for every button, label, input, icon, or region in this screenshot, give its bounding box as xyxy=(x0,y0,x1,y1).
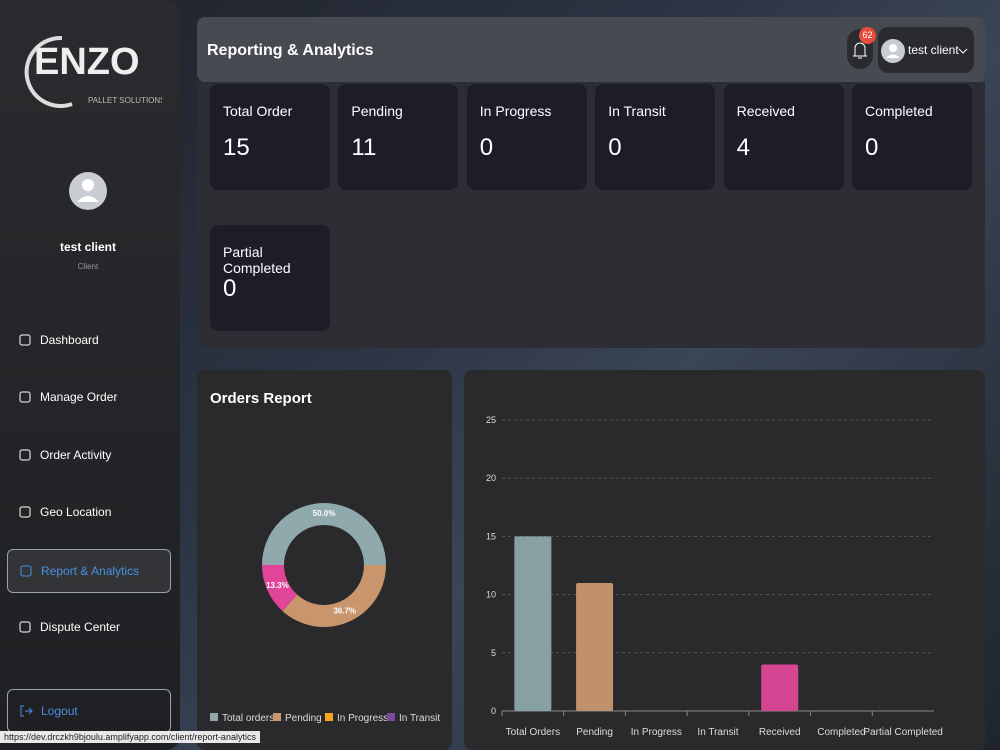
x-tick-label: Completed xyxy=(817,727,865,738)
user-name: test client xyxy=(59,240,116,254)
y-tick-label: 10 xyxy=(486,590,496,600)
donut-panel: Orders Report 50.0% 36.7% 13.3% Total order… xyxy=(197,370,452,750)
x-tick-label: Partial Completed xyxy=(863,727,942,738)
header-user-name: test client xyxy=(908,43,959,57)
donut-slice xyxy=(262,565,298,611)
legend-label: Pending xyxy=(285,713,322,724)
legend-label: In Transit xyxy=(399,713,440,724)
slice-label: 36.7% xyxy=(333,607,356,616)
stat-value: 11 xyxy=(351,134,377,161)
stat-value: 0 xyxy=(608,134,622,161)
y-tick-label: 5 xyxy=(491,648,496,658)
x-tick-label: Received xyxy=(759,727,801,738)
stat-label: Pending xyxy=(351,103,403,119)
nav-icon xyxy=(19,391,31,403)
stat-label: In Transit xyxy=(608,103,666,119)
slice-label: 50.0% xyxy=(313,509,336,518)
y-tick-label: 0 xyxy=(491,706,496,716)
nav-item[interactable]: Order Activity xyxy=(7,434,169,476)
page-title: Reporting & Analytics xyxy=(207,42,374,59)
nav-label: Order Activity xyxy=(40,448,112,462)
notification-button[interactable]: 62 xyxy=(847,27,876,69)
sidebar: ENZO PALLET SOLUTIONS test client Client… xyxy=(0,0,180,750)
nav-label: Report & Analytics xyxy=(41,564,140,578)
icon-shape xyxy=(19,391,31,403)
stat-card: Received 4 xyxy=(723,84,844,190)
nav-label: Dispute Center xyxy=(40,620,121,634)
stat-card: Completed 0 xyxy=(852,84,972,190)
stat-value: 0 xyxy=(479,134,494,161)
stat-label: In Progress xyxy=(479,103,552,119)
legend-swatch xyxy=(210,713,218,721)
x-tick-label: In Progress xyxy=(631,727,682,738)
nav-item[interactable]: Report & Analytics xyxy=(7,549,171,593)
stat-value: 15 xyxy=(223,134,250,161)
y-tick-label: 25 xyxy=(486,415,496,425)
legend-swatch xyxy=(273,713,281,721)
icon-shape xyxy=(19,334,31,346)
nav-label: Geo Location xyxy=(40,505,112,519)
slice-label: 13.3% xyxy=(266,581,289,590)
nav-icon xyxy=(19,621,31,633)
nav-label: Manage Order xyxy=(40,390,118,404)
donut-slice xyxy=(262,503,386,565)
legend-label: Total orders xyxy=(222,713,274,724)
stat-label: Partial Completed xyxy=(223,244,291,276)
icon-shape xyxy=(19,621,31,633)
stat-card: In Progress 0 xyxy=(466,84,587,190)
bar xyxy=(761,664,799,711)
bar-panel: 0 5 10 15 20 25 Total Orders Pending In Progress… xyxy=(464,370,985,750)
legend-swatch xyxy=(387,713,395,721)
bar xyxy=(514,536,552,711)
nav-icon xyxy=(19,449,31,461)
stat-label: Total Order xyxy=(223,103,293,119)
bar-chart: 0 5 10 15 20 25 Total Orders Pending In Progress… xyxy=(486,415,943,738)
y-tick-label: 20 xyxy=(486,473,496,483)
logo-text: ENZO xyxy=(34,41,140,83)
bar xyxy=(576,582,614,711)
stat-card: In Transit 0 xyxy=(595,84,716,190)
stat-value: 0 xyxy=(865,134,879,161)
x-tick-label: Total Orders xyxy=(506,727,560,738)
legend-swatch xyxy=(325,713,333,721)
stat-card: Pending 11 xyxy=(338,84,459,190)
icon-shape xyxy=(19,506,31,518)
chart-title: Orders Report xyxy=(210,390,312,407)
nav-icon xyxy=(19,506,31,518)
nav-icon xyxy=(19,334,31,346)
nav-item[interactable]: Manage Order xyxy=(7,376,169,418)
user-role: Client xyxy=(77,262,99,271)
x-tick-label: Pending xyxy=(576,727,613,738)
y-tick-label: 15 xyxy=(486,531,496,541)
icon-shape xyxy=(20,565,32,577)
logout-button[interactable]: Logout xyxy=(7,689,171,733)
nav-item[interactable]: Dashboard xyxy=(7,319,169,361)
nav-label: Dashboard xyxy=(40,333,99,347)
status-url: https://dev.drczkh9bjoulu.amplifyapp.com… xyxy=(0,731,260,743)
x-tick-label: In Transit xyxy=(697,727,738,738)
logo: ENZO PALLET SOLUTIONS xyxy=(24,35,162,108)
logout-label: Logout xyxy=(41,704,78,718)
legend-label: In Progress xyxy=(337,713,388,724)
donut-chart: Orders Report 50.0% 36.7% 13.3% Total order… xyxy=(210,390,440,724)
logo-subtitle: PALLET SOLUTIONS xyxy=(88,96,162,105)
icon-shape xyxy=(19,449,31,461)
user-menu[interactable]: test client xyxy=(878,27,974,73)
stat-card: Total Order 15 xyxy=(210,84,330,190)
nav-item[interactable]: Geo Location xyxy=(7,491,169,533)
stat-card: Partial Completed 0 xyxy=(210,225,330,331)
nav-icon xyxy=(20,565,32,577)
avatar xyxy=(69,172,107,210)
stat-label: Completed xyxy=(865,103,933,119)
notification-count: 62 xyxy=(859,27,876,44)
nav-item[interactable]: Dispute Center xyxy=(7,606,169,648)
donut-slice xyxy=(282,565,386,627)
stat-value: 0 xyxy=(223,275,237,302)
stat-value: 4 xyxy=(736,134,750,161)
stat-label: Received xyxy=(736,103,795,119)
header: Reporting & Analytics 62 test client xyxy=(197,17,985,82)
